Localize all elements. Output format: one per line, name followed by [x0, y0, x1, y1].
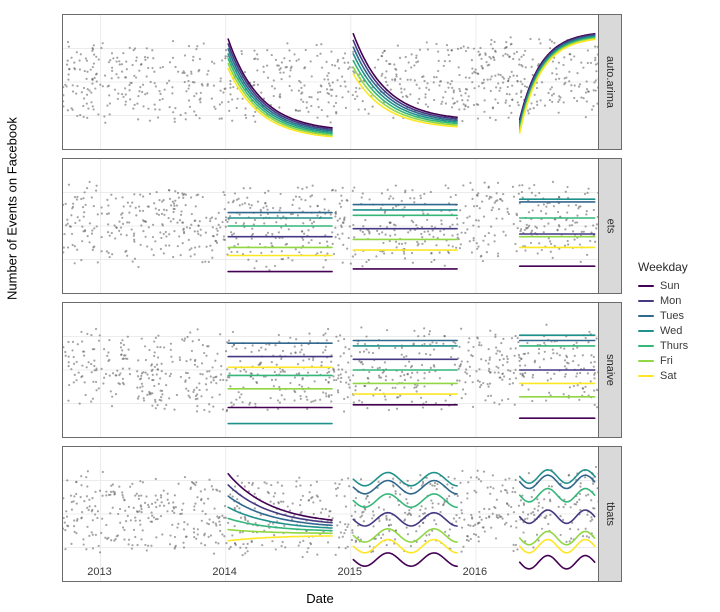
legend-swatch [638, 360, 654, 362]
forecast-line [520, 531, 595, 544]
legend-item: Sun [638, 280, 708, 292]
panel-strip-label: ets [604, 219, 616, 234]
forecast-line [520, 489, 595, 502]
forecast-line [520, 510, 595, 523]
panel-svg [63, 15, 598, 149]
legend-swatch [638, 375, 654, 377]
panel-strip: tbats [598, 446, 622, 582]
panel-snaive [62, 302, 598, 438]
legend-item: Wed [638, 325, 708, 337]
panel-strip-label: auto.arima [604, 56, 616, 108]
panel-strip-label: tbats [604, 502, 616, 526]
x-tick: 2015 [338, 566, 362, 578]
panel-stack: auto.arima ets snaive tbats [62, 14, 622, 574]
x-tick: 2014 [212, 566, 236, 578]
legend-swatch [638, 285, 654, 287]
legend-swatch [638, 330, 654, 332]
legend-label: Fri [660, 355, 673, 367]
x-tick: 2016 [463, 566, 487, 578]
legend: Weekday Sun Mon Tues Wed Thurs Fri Sat [638, 260, 708, 385]
forecast-line [353, 553, 457, 566]
y-axis-label: Number of Events on Facebook [5, 117, 20, 300]
legend-label: Mon [660, 295, 681, 307]
forecast-line [353, 494, 457, 507]
legend-item: Tues [638, 310, 708, 322]
forecast-line [520, 540, 595, 553]
panel-strip: snaive [598, 302, 622, 438]
panel-tbats [62, 446, 598, 582]
legend-swatch [638, 300, 654, 302]
forecast-line [228, 536, 332, 541]
chart-area: Number of Events on Facebook Date auto.a… [0, 0, 720, 612]
legend-items: Sun Mon Tues Wed Thurs Fri Sat [638, 280, 708, 382]
forecast-line [353, 529, 457, 542]
x-axis-label: Date [306, 591, 333, 606]
legend-swatch [638, 315, 654, 317]
panel-svg [63, 303, 598, 437]
legend-item: Mon [638, 295, 708, 307]
panel-strip: auto.arima [598, 14, 622, 150]
panel-row: ets [62, 158, 622, 294]
legend-item: Fri [638, 355, 708, 367]
x-axis-ticks: 2013 2014 2015 2016 [62, 566, 622, 582]
panel-row: snaive [62, 302, 622, 438]
legend-label: Tues [660, 310, 684, 322]
legend-item: Sat [638, 370, 708, 382]
x-tick: 2013 [87, 566, 111, 578]
legend-label: Sat [660, 370, 677, 382]
panel-ets [62, 158, 598, 294]
panel-strip: ets [598, 158, 622, 294]
legend-label: Sun [660, 280, 680, 292]
forecast-line [353, 47, 457, 120]
panel-strip-label: snaive [604, 354, 616, 386]
legend-title: Weekday [638, 260, 708, 274]
panel-svg [63, 159, 598, 293]
panel-svg [63, 447, 598, 581]
forecast-line [353, 54, 457, 122]
panel-row: auto.arima [62, 14, 622, 150]
panel-row: tbats [62, 446, 622, 582]
legend-item: Thurs [638, 340, 708, 352]
legend-label: Thurs [660, 340, 688, 352]
forecast-line [353, 481, 457, 494]
legend-swatch [638, 345, 654, 347]
panel-auto.arima [62, 14, 598, 150]
legend-label: Wed [660, 325, 682, 337]
